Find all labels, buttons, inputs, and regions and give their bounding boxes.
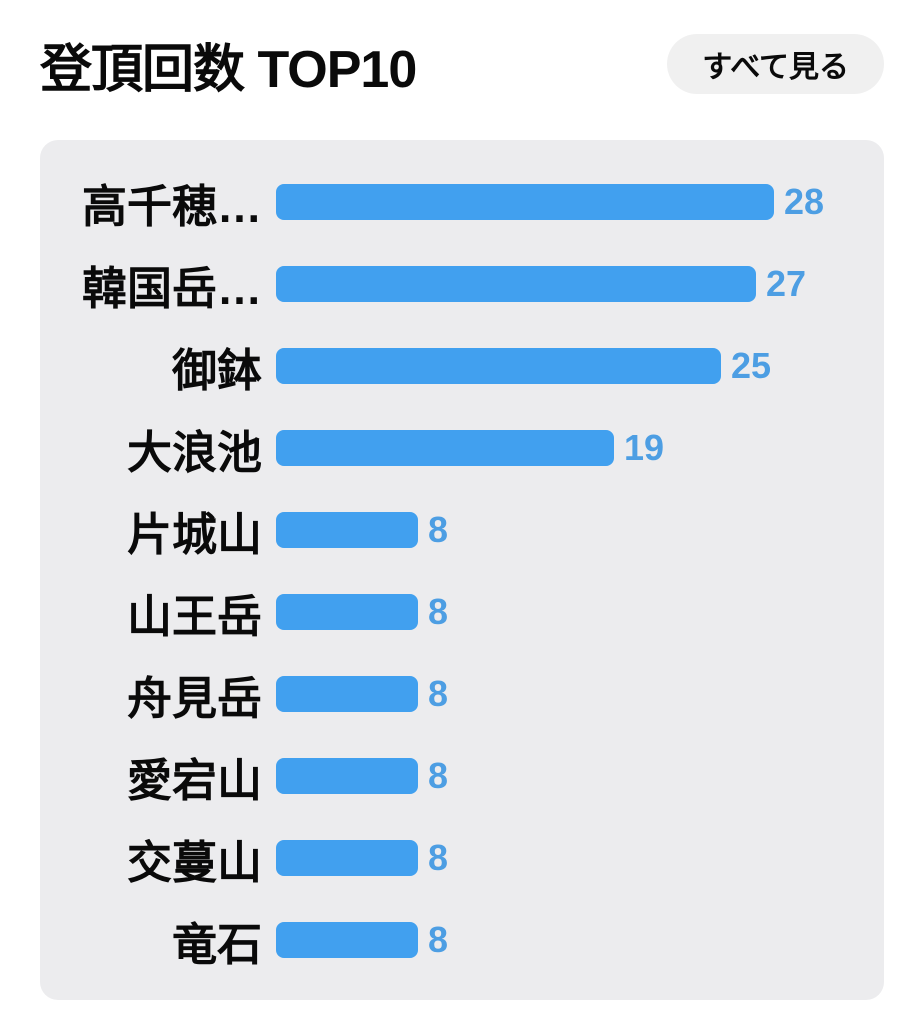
chart-row: 高千穂… 28 [40,161,884,243]
chart-row: 竜石 8 [40,899,884,981]
bar-value-label: 27 [766,263,807,304]
bar-value-label: 25 [731,345,772,386]
bar [276,922,418,958]
bar [276,840,418,876]
chart-row: 山王岳 8 [40,571,884,653]
bar-category-label: 韓国岳… [81,262,262,314]
chart-row: 交蔓山 8 [40,817,884,899]
bar-area: 8 [276,673,884,715]
bar-area: 8 [276,755,884,797]
bar-category-label: 愛宕山 [126,754,262,806]
bar-category-label: 山王岳 [126,590,262,642]
chart-row: 大浪池 19 [40,407,884,489]
bar-value-label: 8 [428,591,449,632]
page-title: 登頂回数 TOP10 [40,40,417,99]
bar [276,512,418,548]
chart-row: 舟見岳 8 [40,653,884,735]
bar-category-label: 高千穂… [81,180,262,232]
see-all-button[interactable]: すべて見る [667,34,884,94]
bar-category-label: 片城山 [126,508,262,560]
bar [276,184,774,220]
bar-value-label: 8 [428,509,449,550]
bar-area: 8 [276,591,884,633]
bar-category-label: 竜石 [171,918,262,970]
bar-category-label: 大浪池 [126,426,262,478]
bar-area: 19 [276,427,884,469]
bar-category-label: 舟見岳 [126,672,262,724]
chart-row: 韓国岳… 27 [40,243,884,325]
chart-row: 片城山 8 [40,489,884,571]
bar [276,676,418,712]
bar [276,758,418,794]
bar-value-label: 19 [624,427,665,468]
bar-area: 28 [276,181,884,223]
bar-category-label: 御鉢 [171,344,262,396]
bar-chart: 高千穂… 28 韓国岳… 27 御鉢 25 大浪池 19 片城山 8 [40,161,884,981]
chart-row: 愛宕山 8 [40,735,884,817]
bar-value-label: 8 [428,755,449,796]
bar [276,430,614,466]
chart-card: 高千穂… 28 韓国岳… 27 御鉢 25 大浪池 19 片城山 8 [40,140,884,1000]
bar-area: 25 [276,345,884,387]
bar-area: 8 [276,919,884,961]
bar [276,594,418,630]
header: 登頂回数 TOP10 すべて見る [40,32,884,99]
chart-row: 御鉢 25 [40,325,884,407]
bar [276,348,721,384]
bar-category-label: 交蔓山 [126,836,262,888]
bar-area: 27 [276,263,884,305]
bar-value-label: 8 [428,919,449,960]
bar-value-label: 28 [784,181,825,222]
bar [276,266,756,302]
bar-value-label: 8 [428,837,449,878]
bar-area: 8 [276,509,884,551]
bar-area: 8 [276,837,884,879]
bar-value-label: 8 [428,673,449,714]
